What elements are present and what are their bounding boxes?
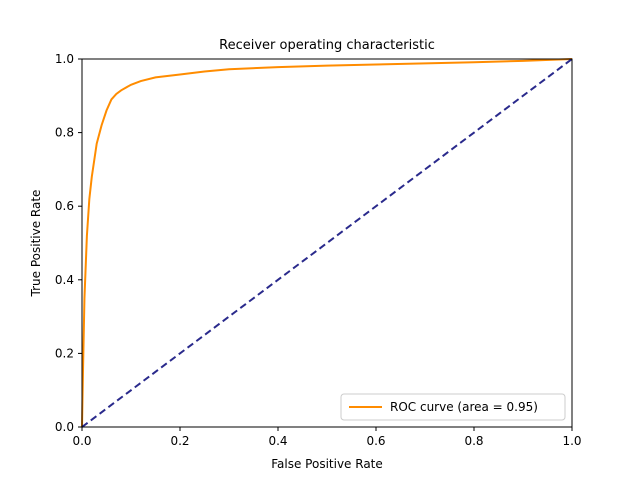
y-tick-label: 0.8 (55, 126, 74, 140)
y-tick-label: 1.0 (55, 52, 74, 66)
y-tick-label: 0.2 (55, 346, 74, 360)
x-tick-label: 0.4 (268, 434, 287, 448)
y-axis: 0.0 0.2 0.4 0.6 0.8 1.0 (55, 52, 82, 434)
x-tick-label: 0.0 (72, 434, 91, 448)
x-tick-label: 0.2 (170, 434, 189, 448)
y-tick-label: 0.6 (55, 199, 74, 213)
legend-label-roc: ROC curve (area = 0.95) (390, 400, 538, 414)
legend: ROC curve (area = 0.95) (340, 393, 566, 421)
x-axis: 0.0 0.2 0.4 0.6 0.8 1.0 (72, 427, 582, 448)
y-tick-label: 0.0 (55, 420, 74, 434)
plot-frame (81, 58, 573, 428)
roc-curve-line (81, 58, 573, 428)
x-tick-label: 0.6 (366, 434, 385, 448)
x-tick-label: 1.0 (562, 434, 581, 448)
legend-box (340, 393, 566, 421)
plot-area (81, 58, 573, 428)
x-tick-label: 0.8 (464, 434, 483, 448)
chart-title: Receiver operating characteristic (219, 38, 435, 53)
diagonal-reference-line (81, 58, 573, 428)
y-axis-label: True Positive Rate (29, 190, 43, 298)
x-axis-label: False Positive Rate (271, 457, 383, 471)
y-tick-label: 0.4 (55, 273, 74, 287)
